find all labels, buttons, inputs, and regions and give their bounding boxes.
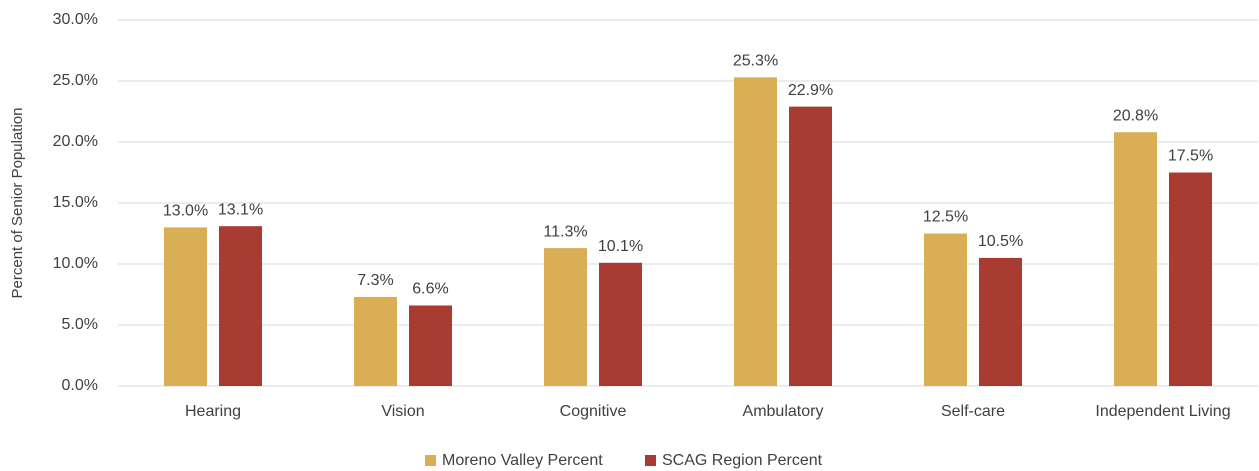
legend-swatch <box>425 455 436 466</box>
data-label: 17.5% <box>1168 148 1213 165</box>
legend-label: SCAG Region Percent <box>662 452 823 469</box>
bar <box>979 257 1022 386</box>
x-tick-label: Vision <box>381 403 424 420</box>
data-label: 13.1% <box>218 201 263 218</box>
y-tick-label: 5.0% <box>62 316 98 333</box>
y-tick-label: 15.0% <box>53 194 98 211</box>
data-label: 10.1% <box>598 238 643 255</box>
data-label: 20.8% <box>1113 107 1158 124</box>
data-label: 25.3% <box>733 53 778 70</box>
y-axis-title: Percent of Senior Population <box>9 108 26 299</box>
bar <box>924 233 967 386</box>
bar <box>789 106 832 387</box>
bar <box>164 227 207 386</box>
bar <box>544 248 587 386</box>
data-label: 7.3% <box>357 272 393 289</box>
y-tick-label: 25.0% <box>53 72 98 89</box>
bar <box>734 77 777 386</box>
bar <box>219 226 262 386</box>
x-tick-label: Ambulatory <box>743 403 824 420</box>
bar <box>599 262 642 386</box>
y-tick-label: 10.0% <box>53 255 98 272</box>
data-label: 6.6% <box>412 281 448 298</box>
y-tick-label: 0.0% <box>62 377 98 394</box>
y-tick-label: 20.0% <box>53 133 98 150</box>
data-label: 11.3% <box>543 223 587 240</box>
data-label: 13.0% <box>163 203 208 220</box>
data-label: 10.5% <box>978 233 1023 250</box>
bar <box>354 296 397 386</box>
x-tick-label: Cognitive <box>560 403 627 420</box>
bar <box>409 305 452 386</box>
bar <box>1169 172 1212 386</box>
data-label: 12.5% <box>923 209 968 226</box>
y-tick-label: 30.0% <box>53 11 98 28</box>
x-tick-label: Self-care <box>941 403 1005 420</box>
legend-swatch <box>645 455 656 466</box>
legend-label: Moreno Valley Percent <box>442 452 603 469</box>
bar <box>1114 132 1157 386</box>
data-label: 22.9% <box>788 82 833 99</box>
x-tick-label: Hearing <box>185 403 241 420</box>
x-tick-label: Independent Living <box>1095 403 1230 420</box>
